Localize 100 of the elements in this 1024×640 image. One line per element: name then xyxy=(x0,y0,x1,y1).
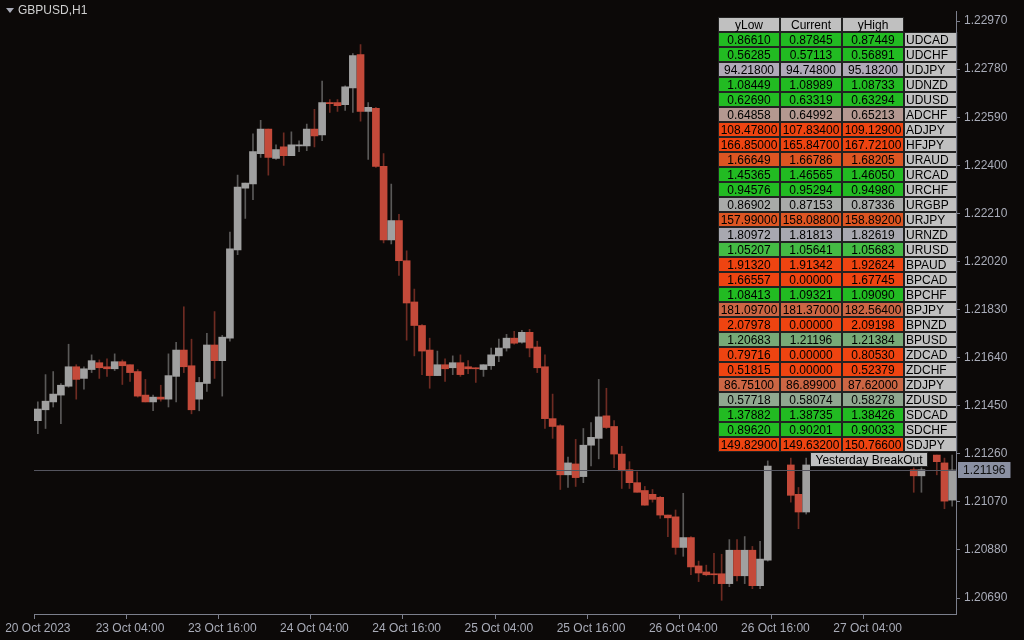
category-label: ZDJPY xyxy=(906,378,945,392)
category-label: ZDCAD xyxy=(906,348,948,362)
y-tick-label: 1.21830 xyxy=(964,301,1008,316)
text: 0.58278 xyxy=(851,393,895,407)
text: 109.12900 xyxy=(844,123,902,137)
y-tick-label: 1.21260 xyxy=(964,446,1008,461)
y-tick-label: 1.21070 xyxy=(964,494,1008,509)
y-tick-label: 1.22400 xyxy=(964,157,1008,172)
text: 1.08733 xyxy=(851,78,895,92)
text: 1.67745 xyxy=(851,273,895,287)
category-label: URJPY xyxy=(906,213,946,227)
text: 2.07978 xyxy=(727,318,771,332)
text: 1.92624 xyxy=(851,258,895,272)
text: 94.74800 xyxy=(785,63,837,77)
text: 0.00000 xyxy=(789,318,833,332)
y-tick-label: 1.21450 xyxy=(964,398,1008,413)
text: 1.68205 xyxy=(851,153,895,167)
x-tick-label: 20 Oct 2023 xyxy=(5,620,71,635)
text: 107.83400 xyxy=(782,123,840,137)
category-label: URCHF xyxy=(906,183,948,197)
text: 149.63200 xyxy=(782,438,840,452)
text: 182.56400 xyxy=(844,303,902,317)
text: 1.05683 xyxy=(851,243,895,257)
text: 86.75100 xyxy=(723,378,775,392)
text: 0.56285 xyxy=(727,48,771,62)
text: 0.57718 xyxy=(727,393,771,407)
text: 94.21800 xyxy=(723,63,775,77)
text: 0.00000 xyxy=(789,273,833,287)
category-label: ZDUSD xyxy=(906,393,948,407)
text: 158.89200 xyxy=(844,213,902,227)
text: 1.46565 xyxy=(789,168,833,182)
y-tick-label: 1.22020 xyxy=(964,253,1008,268)
text: 1.91320 xyxy=(727,258,771,272)
text: 0.57113 xyxy=(789,48,833,62)
x-tick-label: 24 Oct 16:00 xyxy=(372,620,442,635)
text: 0.79716 xyxy=(727,348,771,362)
category-label: Current xyxy=(780,17,842,32)
category-label: UDNZD xyxy=(906,78,948,92)
text: 0.87845 xyxy=(789,33,833,47)
category-label: HFJPY xyxy=(906,138,945,152)
text: 1.82619 xyxy=(851,228,895,242)
category-label: URAUD xyxy=(906,153,949,167)
y-tick-label: 1.22590 xyxy=(964,109,1008,124)
text: 1.08449 xyxy=(727,78,771,92)
text: 1.21196 xyxy=(789,333,833,347)
text: 149.82900 xyxy=(720,438,778,452)
category-label: SDCAD xyxy=(906,408,949,422)
category-label: ADJPY xyxy=(906,123,945,137)
text: 1.37882 xyxy=(727,408,771,422)
category-label: BPAUD xyxy=(906,258,947,272)
text: 0.90033 xyxy=(851,423,895,437)
y-tick-label: 1.20880 xyxy=(964,542,1008,557)
text: 0.87153 xyxy=(789,198,833,212)
text: 1.66649 xyxy=(727,153,771,167)
text: 0.64858 xyxy=(727,108,771,122)
annotation: Yesterday BreakOut xyxy=(810,452,928,467)
text: 0.94576 xyxy=(727,183,771,197)
text: 0.87336 xyxy=(851,198,895,212)
y-tick-label: 1.22780 xyxy=(964,61,1008,76)
text: 165.84700 xyxy=(782,138,840,152)
text: 0.62690 xyxy=(727,93,771,107)
text: 1.46050 xyxy=(851,168,895,182)
text: 1.66786 xyxy=(789,153,833,167)
text: 0.89620 xyxy=(727,423,771,437)
text: 0.95294 xyxy=(789,183,833,197)
category-label: UDCHF xyxy=(906,48,948,62)
text: 1.20683 xyxy=(727,333,771,347)
category-label: BPJPY xyxy=(906,303,945,317)
category-label: URNZD xyxy=(906,228,948,242)
candlestick xyxy=(909,467,918,493)
category-label: ADCHF xyxy=(906,108,948,122)
candlestick xyxy=(679,492,688,557)
category-label: UDUSD xyxy=(906,93,949,107)
text: 0.65213 xyxy=(851,108,895,122)
text: 0.00000 xyxy=(789,363,833,377)
category-label: SDCHF xyxy=(906,423,948,437)
text: 0.56891 xyxy=(851,48,895,62)
text: 158.08800 xyxy=(782,213,840,227)
y-tick-label: 1.20690 xyxy=(964,590,1008,605)
text: 0.86902 xyxy=(727,198,771,212)
x-tick-label: 23 Oct 04:00 xyxy=(95,620,165,635)
text: 0.64992 xyxy=(789,108,833,122)
x-tick-label: 24 Oct 04:00 xyxy=(280,620,350,635)
x-tick-label: 25 Oct 04:00 xyxy=(464,620,534,635)
text: 0.00000 xyxy=(789,348,833,362)
text: 0.52379 xyxy=(851,363,895,377)
text: 1.45365 xyxy=(727,168,771,182)
x-tick-label: 26 Oct 16:00 xyxy=(741,620,811,635)
text: 167.72100 xyxy=(844,138,902,152)
text: 1.66557 xyxy=(727,273,771,287)
text: 1.08413 xyxy=(727,288,771,302)
chart-title: GBPUSD,H1 xyxy=(18,3,88,17)
x-tick-label: 23 Oct 16:00 xyxy=(187,620,257,635)
category-label: SDJPY xyxy=(906,438,945,452)
category-label: URUSD xyxy=(906,243,949,257)
text: 2.09198 xyxy=(851,318,895,332)
text: 1.38735 xyxy=(789,408,833,422)
category-label: UDJPY xyxy=(906,63,946,77)
x-tick-label: 26 Oct 04:00 xyxy=(648,620,718,635)
category-label: BPUSD xyxy=(906,333,948,347)
